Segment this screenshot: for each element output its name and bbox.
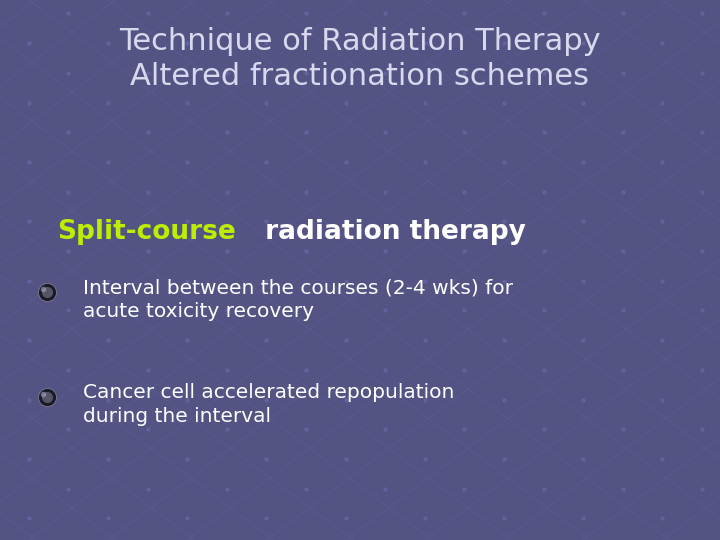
Text: Cancer cell accelerated repopulation
during the interval: Cancer cell accelerated repopulation dur… — [83, 383, 454, 426]
Text: Split-course: Split-course — [58, 219, 236, 245]
Text: Split-course radiation therapy: Split-course radiation therapy — [58, 219, 506, 245]
Text: radiation therapy: radiation therapy — [256, 219, 526, 245]
Text: Interval between the courses (2-4 wks) for
acute toxicity recovery: Interval between the courses (2-4 wks) f… — [83, 278, 513, 321]
Text: Technique of Radiation Therapy
Altered fractionation schemes: Technique of Radiation Therapy Altered f… — [120, 27, 600, 91]
